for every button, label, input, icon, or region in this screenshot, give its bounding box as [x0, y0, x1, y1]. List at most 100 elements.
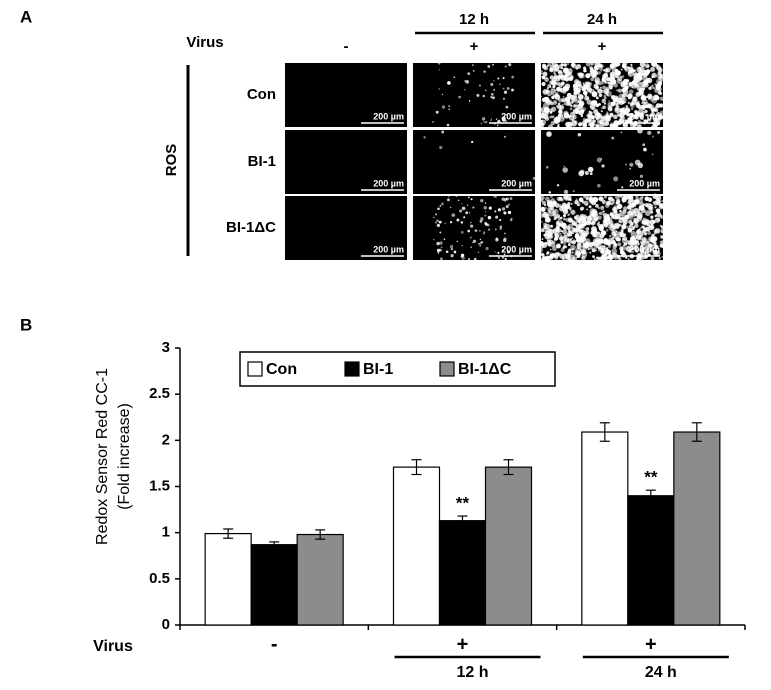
- cell-signal: [578, 197, 584, 203]
- cell-signal: [638, 228, 641, 231]
- cell-signal: [620, 249, 624, 253]
- cell-signal: [470, 246, 472, 248]
- cell-signal: [437, 207, 440, 211]
- cell-signal: [542, 97, 547, 102]
- cell-signal: [567, 213, 570, 217]
- cell-signal: [631, 86, 634, 89]
- cell-signal: [634, 248, 638, 252]
- cell-signal: [650, 221, 653, 224]
- x-sublabel: 24 h: [645, 664, 677, 681]
- cell-signal: [599, 211, 604, 216]
- cell-signal: [441, 105, 446, 109]
- cell-signal: [630, 63, 633, 66]
- row-label: BI-1: [248, 153, 276, 170]
- cell-signal: [560, 248, 565, 253]
- cell-signal: [570, 230, 575, 235]
- cell-signal: [577, 72, 582, 77]
- cell-signal: [551, 92, 554, 95]
- cell-signal: [614, 194, 621, 200]
- cell-signal: [654, 227, 661, 234]
- cell-signal: [478, 242, 480, 245]
- cell-signal: [600, 89, 603, 92]
- cell-signal: [562, 117, 565, 120]
- cell-signal: [620, 68, 623, 71]
- cell-signal: [484, 202, 487, 204]
- micrograph: [285, 63, 407, 127]
- cell-signal: [552, 94, 555, 96]
- scale-bar-label: 200 µm: [501, 111, 532, 121]
- cell-signal: [584, 171, 589, 175]
- cell-signal: [611, 136, 615, 140]
- cell-signal: [625, 105, 629, 108]
- cell-signal: [642, 237, 648, 243]
- cell-signal: [494, 210, 497, 213]
- cell-signal: [467, 204, 469, 206]
- cell-signal: [651, 125, 653, 128]
- cell-signal: [604, 195, 607, 199]
- cell-signal: [573, 215, 578, 220]
- cell-signal: [554, 63, 558, 67]
- cell-signal: [485, 246, 489, 251]
- cell-signal: [468, 212, 471, 214]
- cell-signal: [541, 256, 545, 261]
- cell-signal: [619, 209, 622, 213]
- cell-signal: [621, 229, 624, 232]
- cell-signal: [603, 72, 609, 78]
- cell-signal: [435, 110, 439, 114]
- cell-signal: [550, 121, 555, 126]
- cell-signal: [630, 231, 637, 237]
- cell-signal: [643, 147, 647, 152]
- cell-signal: [619, 195, 623, 198]
- cell-signal: [588, 110, 591, 113]
- cell-signal: [629, 119, 632, 122]
- cell-signal: [598, 226, 604, 232]
- cell-signal: [611, 202, 615, 205]
- cell-signal: [642, 143, 646, 147]
- cell-signal: [628, 89, 634, 94]
- cell-signal: [551, 77, 557, 84]
- cell-signal: [461, 244, 463, 247]
- cell-signal: [583, 195, 586, 199]
- micrograph: [413, 196, 535, 260]
- cell-signal: [623, 66, 628, 71]
- cell-signal: [547, 210, 554, 217]
- cell-signal: [453, 76, 456, 79]
- cell-signal: [647, 130, 652, 136]
- cell-signal: [581, 257, 584, 259]
- cell-signal: [585, 227, 590, 232]
- cell-signal: [480, 198, 484, 203]
- cell-signal: [651, 74, 655, 78]
- scale-bar-label: 200 µm: [629, 111, 660, 121]
- cell-signal: [605, 239, 612, 246]
- scale-bar-label: 200 µm: [501, 244, 532, 254]
- cell-signal: [579, 248, 582, 251]
- cell-signal: [620, 245, 627, 251]
- cell-signal: [625, 256, 628, 259]
- cell-signal: [587, 247, 590, 251]
- cell-signal: [629, 115, 633, 120]
- cell-signal: [648, 86, 652, 90]
- cell-signal: [564, 197, 568, 201]
- y-tick-label: 1: [162, 524, 170, 541]
- cell-signal: [580, 238, 583, 241]
- micrograph: [413, 63, 535, 127]
- bar: [250, 544, 298, 626]
- cell-signal: [555, 105, 558, 108]
- cell-signal: [645, 83, 648, 86]
- cell-signal: [633, 75, 639, 81]
- cell-signal: [564, 238, 568, 242]
- cell-signal: [604, 90, 609, 95]
- cell-signal: [658, 75, 662, 80]
- cell-signal: [554, 101, 557, 104]
- cell-signal: [629, 167, 632, 170]
- cell-signal: [601, 164, 605, 168]
- cell-signal: [658, 205, 664, 210]
- cell-signal: [582, 223, 585, 226]
- cell-signal: [469, 236, 472, 239]
- cell-signal: [603, 114, 609, 120]
- cell-signal: [638, 73, 641, 76]
- cell-signal: [559, 87, 565, 93]
- cell-signal: [636, 230, 640, 233]
- cell-signal: [638, 235, 644, 241]
- cell-signal: [583, 230, 586, 233]
